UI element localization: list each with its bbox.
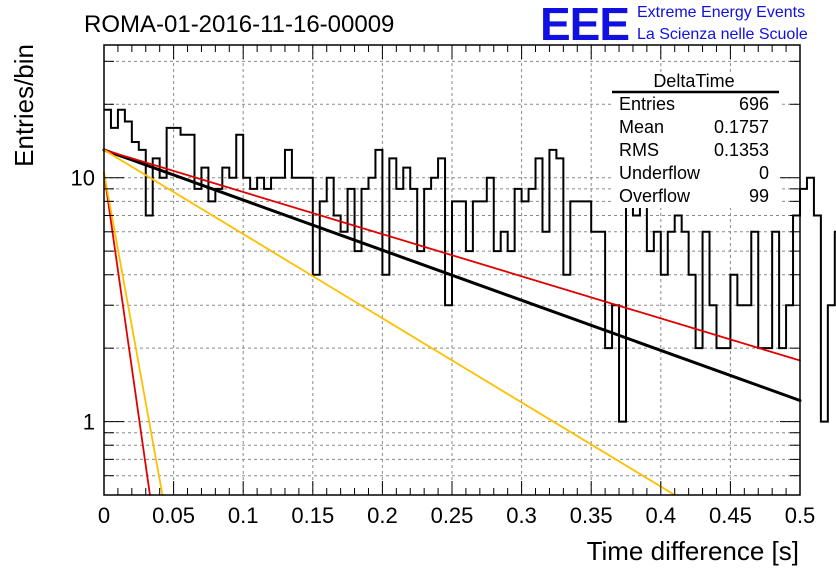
fit-line-2 — [103, 149, 801, 362]
eee-line1: Extreme Energy Events — [637, 4, 805, 21]
stats-value: 0.1353 — [714, 140, 769, 160]
y-tick-labels: 1 10 — [71, 166, 95, 435]
eee-logo: EEE — [540, 0, 629, 50]
x-tick-label: 0.25 — [431, 503, 474, 528]
x-tick-label: 0.3 — [506, 503, 537, 528]
x-tick-label: 0.4 — [646, 503, 677, 528]
histogram-outline — [104, 108, 836, 423]
x-tick-label: 0.1 — [228, 503, 259, 528]
y-tick-label: 1 — [83, 410, 95, 435]
stats-label: RMS — [619, 140, 659, 160]
y-axis-label: Entries/bin — [9, 44, 39, 167]
x-tick-label: 0.15 — [291, 503, 334, 528]
axis-ticks — [103, 45, 801, 495]
x-tick-label: 0.35 — [570, 503, 613, 528]
fit-line-4 — [103, 171, 151, 496]
stats-box: DeltaTime Entries 696 Mean 0.1757 RMS 0.1353 U… — [612, 71, 779, 208]
fit-lines — [102, 148, 802, 496]
x-tick-label: 0.45 — [709, 503, 752, 528]
eee-line2: La Scienza nelle Scuole — [637, 26, 808, 43]
x-axis-label: Time difference [s] — [587, 536, 799, 566]
stats-label: Overflow — [619, 186, 691, 206]
x-tick-labels: 0 0.05 0.1 0.15 0.2 0.25 0.3 0.35 0.4 0.45 0.5 — [98, 503, 815, 528]
stats-value: 0.1757 — [714, 117, 769, 137]
stats-box-title: DeltaTime — [653, 71, 734, 91]
stats-label: Underflow — [619, 163, 701, 183]
fit-line-3 — [103, 149, 676, 496]
y-tick-label: 10 — [71, 166, 95, 191]
eee-branding: EEE Extreme Energy Events La Scienza nel… — [540, 0, 808, 50]
stats-value: 99 — [749, 186, 769, 206]
histogram — [104, 108, 836, 423]
stats-label: Mean — [619, 117, 664, 137]
x-tick-label: 0.05 — [152, 503, 195, 528]
stats-box-background — [612, 72, 779, 208]
stats-label: Entries — [619, 94, 675, 114]
stats-value: 696 — [739, 94, 769, 114]
stats-rows: Entries 696 Mean 0.1757 RMS 0.1353 Underflow 0 O… — [619, 94, 769, 206]
fit-line-5 — [103, 171, 164, 496]
x-tick-label: 0.2 — [367, 503, 398, 528]
x-tick-label: 0 — [98, 503, 110, 528]
stats-value: 0 — [759, 163, 769, 183]
fit-line-1 — [102, 148, 802, 403]
x-tick-label: 0.5 — [785, 503, 816, 528]
chart-title: ROMA-01-2016-11-16-00009 — [84, 11, 394, 38]
